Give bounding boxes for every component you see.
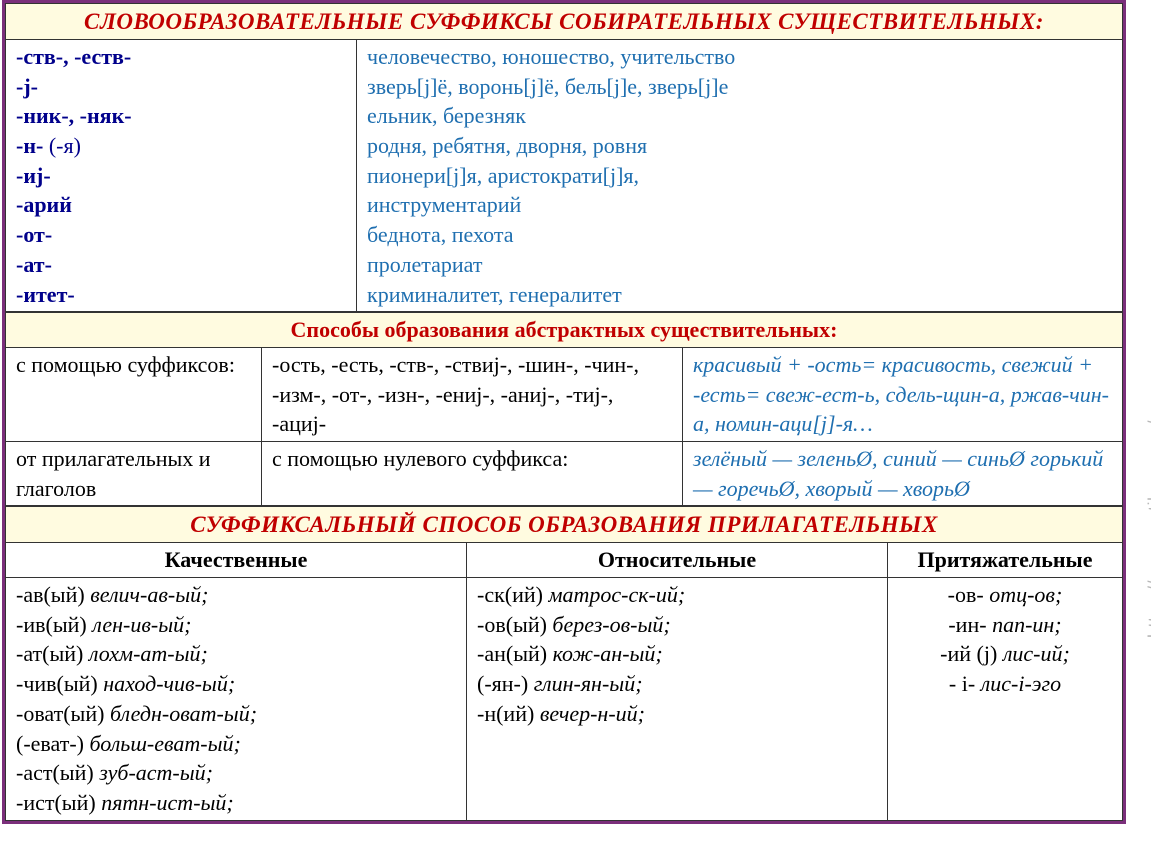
s2-r1-left: с помощью суффиксов: (6, 347, 262, 441)
adj-example: наход-чив-ый; (98, 671, 235, 696)
adj-example: больш-еват-ый; (84, 731, 241, 756)
adj-suffix: (-ян-) (477, 671, 528, 696)
suffix: -j- (16, 74, 38, 99)
suffix-paren: (-я) (43, 133, 81, 158)
suffix: -арий (16, 192, 72, 217)
adj-line: -ист(ый) пятн-ист-ый; (16, 788, 456, 818)
example: беднота, пехота (367, 220, 1112, 250)
adj-example: вечер-н-ий; (534, 701, 645, 726)
example: инструментарий (367, 190, 1112, 220)
adj-example: пятн-ист-ый; (96, 790, 234, 815)
adj-suffix: -ин- (948, 612, 986, 637)
col-head-qual: Качественные (6, 543, 467, 578)
adj-suffix: -ан(ый) (477, 641, 547, 666)
s2-r1-right: красивый + -ость= красивость, свежий + -… (683, 347, 1123, 441)
suffix: -ник-, -няк- (16, 103, 132, 128)
adj-example: пап-ин; (987, 612, 1062, 637)
adj-suffix: -ав(ый) (16, 582, 85, 607)
adj-suffix: -ов(ый) (477, 612, 547, 637)
adj-line: -ов(ый) берез-ов-ый; (477, 610, 877, 640)
s2-r2-left: от прилагательных и глаголов (6, 441, 262, 505)
main-frame: СЛОВООБРАЗОВАТЕЛЬНЫЕ СУФФИКСЫ СОБИРАТЕЛЬ… (2, 0, 1126, 824)
adj-suffix: -оват(ый) (16, 701, 104, 726)
section3-table: СУФФИКСАЛЬНЫЙ СПОСОБ ОБРАЗОВАНИЯ ПРИЛАГА… (5, 506, 1123, 820)
adj-line: -ск(ий) матрос-ск-ий; (477, 580, 877, 610)
adj-example: лен-ив-ый; (87, 612, 192, 637)
adj-line: -ов- отц-ов; (898, 580, 1112, 610)
s2-r1-mid: -ость, -есть, -ств-, -ствиj-, -шин-, -чи… (262, 347, 683, 441)
adj-suffix: -н(ий) (477, 701, 534, 726)
adj-line: (-ян-) глин-ян-ый; (477, 669, 877, 699)
adj-line: -ат(ый) лохм-ат-ый; (16, 639, 456, 669)
s2-r2-mid: с помощью нулевого суффикса: (262, 441, 683, 505)
example: пионери[j]я, аристократи[j]я, (367, 161, 1112, 191)
adj-line: -чив(ый) наход-чив-ый; (16, 669, 456, 699)
s1-example-col: человечество, юношество, учительство зве… (357, 40, 1123, 312)
example: человечество, юношество, учительство (367, 42, 1112, 72)
adj-suffix: (-еват-) (16, 731, 84, 756)
adj-example: отц-ов; (984, 582, 1063, 607)
adj-example: матрос-ск-ий; (543, 582, 685, 607)
s1-suffix-col: -ств-, -еств- -j- -ник-, -няк- -н- (-я) … (6, 40, 357, 312)
watermark-url: https://grammatika-rus.ru/ (1145, 420, 1151, 638)
adj-example: зуб-аст-ый; (94, 760, 213, 785)
adj-suffix: -ск(ий) (477, 582, 543, 607)
example: пролетариат (367, 250, 1112, 280)
adj-line: -ан(ый) кож-ан-ый; (477, 639, 877, 669)
adj-suffix: -ий (j) (940, 641, 997, 666)
suffix: -итет- (16, 282, 75, 307)
section2-table: Способы образования абстрактных существи… (5, 312, 1123, 506)
section2-title: Способы образования абстрактных существи… (6, 313, 1123, 348)
adj-suffix: -ист(ый) (16, 790, 96, 815)
adj-suffix: -ов- (948, 582, 984, 607)
adj-example: лис-ий; (997, 641, 1070, 666)
qual-cell: -ав(ый) велич-ав-ый;-ив(ый) лен-ив-ый;-а… (6, 578, 467, 821)
example: родня, ребятня, дворня, ровня (367, 131, 1112, 161)
rel-cell: -ск(ий) матрос-ск-ий;-ов(ый) берез-ов-ый… (467, 578, 888, 821)
adj-line: -оват(ый) бледн-оват-ый; (16, 699, 456, 729)
adj-line: -аст(ый) зуб-аст-ый; (16, 758, 456, 788)
adj-line: (-еват-) больш-еват-ый; (16, 729, 456, 759)
poss-cell: -ов- отц-ов;-ин- пап-ин;-ий (j) лис-ий;-… (888, 578, 1123, 821)
adj-line: -ий (j) лис-ий; (898, 639, 1112, 669)
adj-example: лис-i-эго (975, 671, 1061, 696)
adj-suffix: - i- (949, 671, 975, 696)
col-head-poss: Притяжательные (888, 543, 1123, 578)
adj-line: -ин- пап-ин; (898, 610, 1112, 640)
example: ельник, березняк (367, 101, 1112, 131)
section3-title: СУФФИКСАЛЬНЫЙ СПОСОБ ОБРАЗОВАНИЯ ПРИЛАГА… (6, 507, 1123, 543)
suffix: -ат- (16, 252, 52, 277)
adj-line: -ав(ый) велич-ав-ый; (16, 580, 456, 610)
adj-example: велич-ав-ый; (85, 582, 209, 607)
suffix: -ств-, -еств- (16, 44, 131, 69)
adj-suffix: -ив(ый) (16, 612, 87, 637)
adj-example: берез-ов-ый; (547, 612, 671, 637)
adj-suffix: -чив(ый) (16, 671, 98, 696)
adj-example: лохм-ат-ый; (83, 641, 208, 666)
adj-suffix: -ат(ый) (16, 641, 83, 666)
col-head-rel: Относительные (467, 543, 888, 578)
suffix: -н- (16, 133, 43, 158)
adj-example: кож-ан-ый; (547, 641, 663, 666)
s2-r2-right: зелёный — зеленьØ, синий — синьØ горький… (683, 441, 1123, 505)
section1-table: СЛОВООБРАЗОВАТЕЛЬНЫЕ СУФФИКСЫ СОБИРАТЕЛЬ… (5, 3, 1123, 312)
suffix: -от- (16, 222, 52, 247)
adj-example: бледн-оват-ый; (104, 701, 257, 726)
section1-title: СЛОВООБРАЗОВАТЕЛЬНЫЕ СУФФИКСЫ СОБИРАТЕЛЬ… (6, 4, 1123, 40)
example: криминалитет, генералитет (367, 280, 1112, 310)
adj-suffix: -аст(ый) (16, 760, 94, 785)
adj-line: -ив(ый) лен-ив-ый; (16, 610, 456, 640)
adj-example: глин-ян-ый; (528, 671, 642, 696)
adj-line: - i- лис-i-эго (898, 669, 1112, 699)
adj-line: -н(ий) вечер-н-ий; (477, 699, 877, 729)
example: зверь[j]ё, воронь[j]ё, бель[j]е, зверь[j… (367, 72, 1112, 102)
suffix: -иj- (16, 163, 51, 188)
